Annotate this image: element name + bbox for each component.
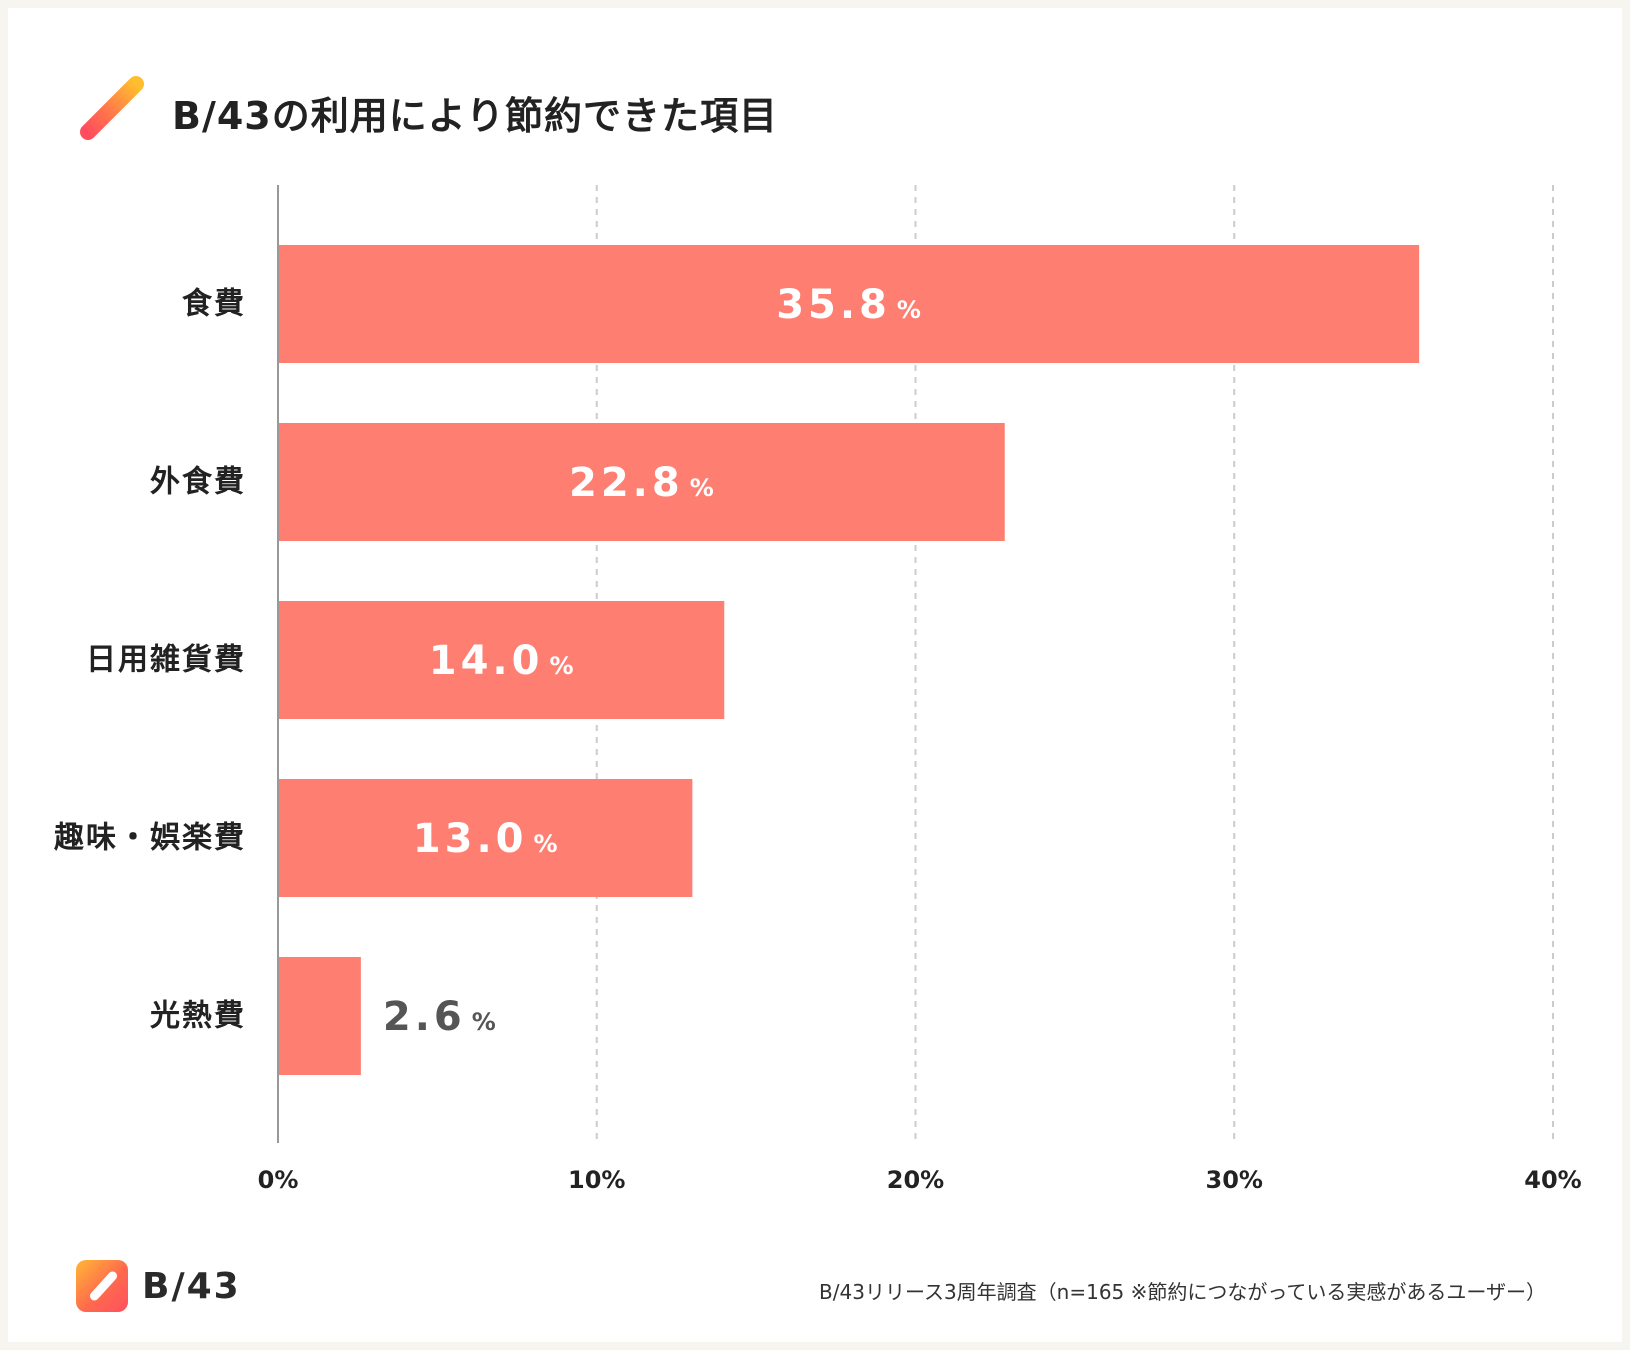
bar-1 xyxy=(278,423,1005,541)
bar-3 xyxy=(278,779,693,897)
x-tick-label-0: 0% xyxy=(258,1166,299,1194)
logo-icon xyxy=(76,1260,128,1312)
category-label-4: 光熱費 xyxy=(150,999,246,1034)
x-tick-label-10: 10% xyxy=(568,1166,625,1194)
x-tick-label-40: 40% xyxy=(1524,1166,1581,1194)
chart-card: B/43の利用により節約できた項目 食費外食費日用雑貨費趣味・娯楽費光熱費 35.… xyxy=(8,8,1622,1342)
brand-slash-icon xyxy=(80,76,144,140)
category-label-1: 外食費 xyxy=(150,465,246,500)
bar-0 xyxy=(278,245,1420,363)
bar-2 xyxy=(278,601,725,719)
source-note: B/43リリース3周年調査（n=165 ※節約につながっている実感があるユーザー… xyxy=(819,1280,1546,1304)
title-row: B/43の利用により節約できた項目 xyxy=(74,74,778,150)
footer-logo: B/43 xyxy=(76,1260,241,1312)
category-label-3: 趣味・娯楽費 xyxy=(54,821,246,856)
x-tick-label-30: 30% xyxy=(1206,1166,1263,1194)
value-label-4: 2.6% xyxy=(383,994,496,1040)
x-tick-label-20: 20% xyxy=(887,1166,944,1194)
logo-text: B/43 xyxy=(142,1265,241,1307)
value-label-2: 14.0% xyxy=(429,638,574,684)
category-label-2: 日用雑貨費 xyxy=(86,643,246,678)
value-label-1: 22.8% xyxy=(569,460,714,506)
bar-4 xyxy=(278,957,361,1075)
category-label-0: 食費 xyxy=(182,287,246,322)
value-label-3: 13.0% xyxy=(413,816,558,862)
chart-title: B/43の利用により節約できた項目 xyxy=(172,93,778,138)
value-label-0: 35.8% xyxy=(776,282,921,328)
